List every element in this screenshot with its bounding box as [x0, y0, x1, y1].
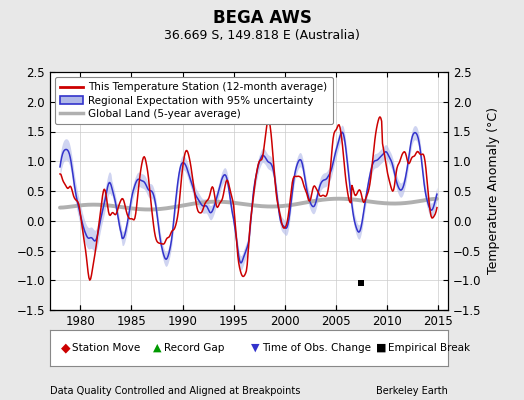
Legend: This Temperature Station (12-month average), Regional Expectation with 95% uncer: This Temperature Station (12-month avera…: [55, 77, 333, 124]
Text: ▲: ▲: [153, 343, 161, 353]
Text: 36.669 S, 149.818 E (Australia): 36.669 S, 149.818 E (Australia): [164, 30, 360, 42]
Text: BEGA AWS: BEGA AWS: [213, 9, 311, 27]
Text: ■: ■: [376, 343, 386, 353]
Text: ◆: ◆: [61, 342, 70, 354]
Text: Record Gap: Record Gap: [164, 343, 224, 353]
Text: Berkeley Earth: Berkeley Earth: [376, 386, 448, 396]
Y-axis label: Temperature Anomaly (°C): Temperature Anomaly (°C): [487, 108, 500, 274]
Text: ▼: ▼: [252, 343, 260, 353]
Text: Data Quality Controlled and Aligned at Breakpoints: Data Quality Controlled and Aligned at B…: [50, 386, 300, 396]
Text: Time of Obs. Change: Time of Obs. Change: [262, 343, 371, 353]
Text: Empirical Break: Empirical Break: [388, 343, 470, 353]
Text: Station Move: Station Move: [72, 343, 140, 353]
